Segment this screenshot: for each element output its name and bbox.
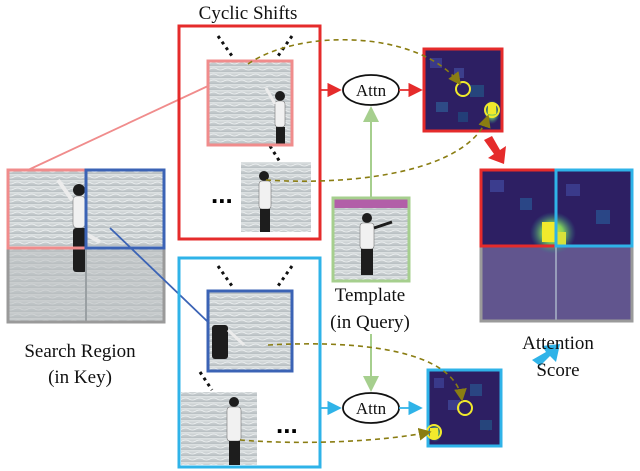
red-bottom-dashed-arrow xyxy=(265,114,491,182)
red-block-arrow xyxy=(484,136,506,164)
cyan-top-dashed-arrow xyxy=(267,343,467,402)
cyan-block-arrow xyxy=(532,344,560,366)
attention-score-sublabel: Score xyxy=(536,360,579,381)
red-ellipsis: ... xyxy=(211,179,233,209)
attn-node-top: Attn xyxy=(342,74,400,106)
red-attention-map xyxy=(424,49,502,131)
attn-node-bottom: Attn xyxy=(342,392,400,424)
cyan-shift-image-1-frame xyxy=(206,289,294,373)
red-shift-group-frame xyxy=(177,24,322,241)
attn-top-label: Attn xyxy=(356,81,387,100)
cyan-top-right-dots xyxy=(276,265,294,287)
cyan-mid-dots xyxy=(198,371,214,391)
cyan-attention-map xyxy=(428,370,501,446)
cyan-bottom-dashed-arrow xyxy=(239,427,432,444)
red-attention-map-frame xyxy=(422,47,504,133)
red-top-dashed-arrow xyxy=(247,38,461,86)
red-map-peak-circle xyxy=(484,102,500,118)
red-shift-image-1-frame xyxy=(206,59,294,147)
template-image xyxy=(333,198,409,281)
cyan-attention-map-frame xyxy=(426,368,503,448)
cyan-shift-image-2 xyxy=(181,392,257,465)
red-map-target-circle xyxy=(455,81,471,97)
template-label: Template xyxy=(335,285,405,306)
search-region-navy-window xyxy=(84,168,166,250)
pink-connector-line xyxy=(27,85,209,171)
template-sublabel: (in Query) xyxy=(330,312,410,333)
attn-bottom-label: Attn xyxy=(356,399,387,418)
cyan-shift-group-frame xyxy=(177,256,322,469)
search-region-sublabel: (in Key) xyxy=(48,367,112,388)
cyan-top-left-dots xyxy=(216,265,234,287)
attention-score-cyan-window xyxy=(554,168,634,248)
red-shift-image-1 xyxy=(208,61,292,145)
red-mid-dots xyxy=(268,145,282,163)
red-shift-image-2 xyxy=(241,162,311,232)
cyclic-shifts-title: Cyclic Shifts xyxy=(199,3,298,24)
cyan-shift-image-1 xyxy=(208,291,292,371)
navy-connector-line xyxy=(109,227,209,323)
attention-score-label: Attention xyxy=(522,333,594,354)
search-region-label: Search Region xyxy=(24,341,136,362)
red-top-left-dots xyxy=(216,35,234,57)
cyan-ellipsis: ... xyxy=(276,409,298,439)
